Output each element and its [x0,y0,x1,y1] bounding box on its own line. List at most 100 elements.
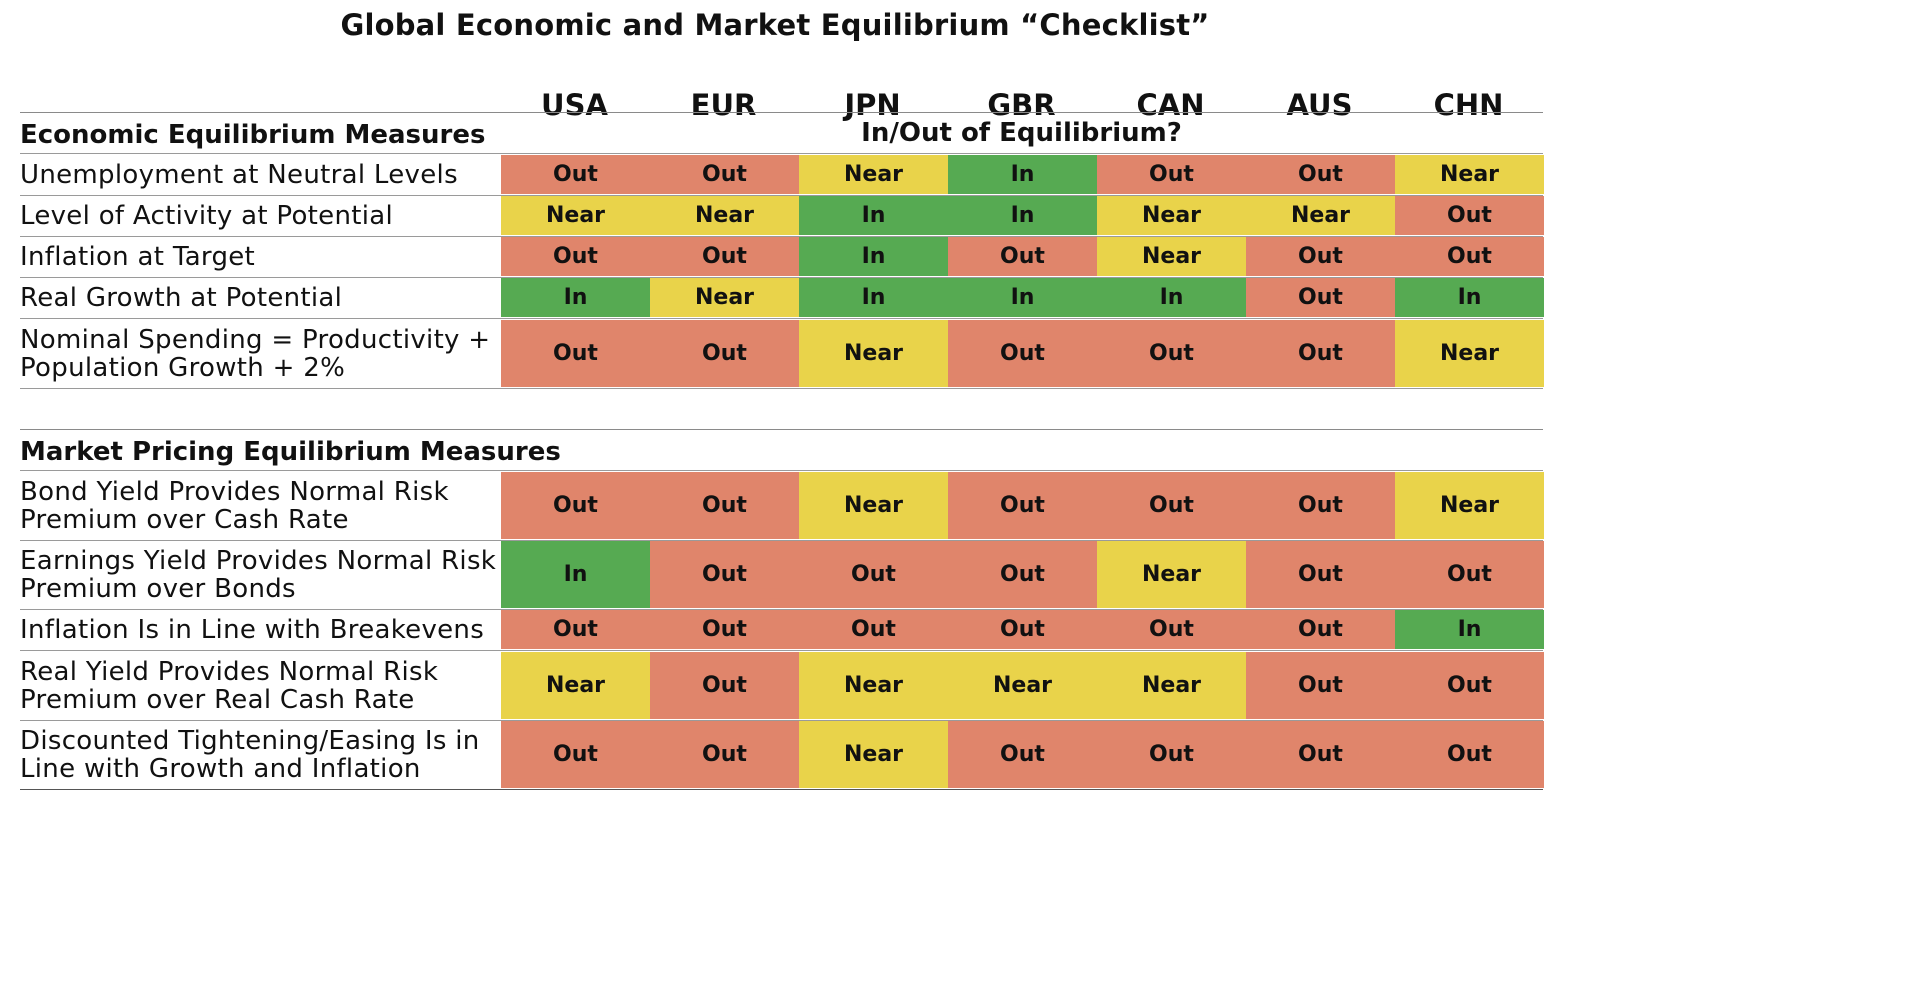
table-row: Inflation Is in Line with Breakevens Out O… [20,610,1544,649]
section-heading-market: Market Pricing Equilibrium Measures [20,437,561,467]
row-divider [20,236,1543,237]
cell-usa: Near [501,652,650,719]
cell-usa: Out [501,320,650,387]
table-row: Bond Yield Provides Normal Risk Premium o… [20,472,1544,539]
cell-usa: Out [501,237,650,276]
cell-gbr: Near [948,652,1097,719]
cell-chn: In [1395,610,1544,649]
row-label-line: Unemployment at Neutral Levels [20,159,458,190]
table-row: Discounted Tightening/Easing Is in Line w… [20,721,1544,788]
table-row: Unemployment at Neutral Levels Out Out Near… [20,155,1544,194]
row-label: Bond Yield Provides Normal Risk Premium o… [20,472,498,539]
row-label: Real Yield Provides Normal Risk Premium o… [20,652,498,719]
table-row: Real Yield Provides Normal Risk Premium o… [20,652,1544,719]
row-label-line: Inflation Is in Line with Breakevens [20,614,485,645]
cell-aus: Out [1246,237,1395,276]
cell-chn: Near [1395,472,1544,539]
row-label-line: Level of Activity at Potential [20,200,394,231]
cell-chn: Near [1395,155,1544,194]
cell-usa: Out [501,472,650,539]
table-row: Real Growth at Potential In Near In In In Out I… [20,278,1544,317]
cell-eur: Out [650,320,799,387]
cell-chn: Out [1395,237,1544,276]
table-row: Inflation at Target Out Out In Out Near Out Out [20,237,1544,276]
cell-eur: Out [650,155,799,194]
cell-gbr: Out [948,320,1097,387]
row-label: Level of Activity at Potential [20,196,498,235]
table-row: Nominal Spending = Productivity + Populat… [20,320,1544,387]
cell-chn: Out [1395,652,1544,719]
column-header-gbr: GBR [987,88,1056,122]
row-label-line: Real Yield Provides Normal Risk [20,656,439,687]
row-label-line: Bond Yield Provides Normal Risk [20,476,449,507]
cell-aus: Out [1246,320,1395,387]
section-divider-rule [20,429,1543,430]
row-label-line: Premium over Real Cash Rate [20,684,415,715]
row-label-line: Real Growth at Potential [20,282,343,313]
cell-usa: In [501,541,650,608]
cell-eur: Near [650,278,799,317]
cell-jpn: Near [799,721,948,788]
column-header-jpn: JPN [844,88,901,122]
row-divider [20,789,1543,790]
row-label: Nominal Spending = Productivity + Populat… [20,320,498,387]
row-label-line: Premium over Bonds [20,573,296,604]
column-header-can: CAN [1136,88,1205,122]
cell-aus: Out [1246,721,1395,788]
cell-jpn: Out [799,541,948,608]
cell-gbr: Out [948,721,1097,788]
column-header-eur: EUR [690,88,757,122]
cell-can: In [1097,278,1246,317]
cell-usa: Out [501,721,650,788]
cell-jpn: Near [799,320,948,387]
row-label-line: Earnings Yield Provides Normal Risk [20,545,497,576]
row-label-line: Population Growth + 2% [20,352,346,383]
cell-eur: Out [650,472,799,539]
cell-gbr: Out [948,610,1097,649]
row-label-line: Premium over Cash Rate [20,504,349,535]
cell-chn: In [1395,278,1544,317]
cell-chn: Near [1395,320,1544,387]
cell-jpn: Near [799,472,948,539]
section-top-divider [20,470,1543,471]
cell-gbr: In [948,278,1097,317]
section-heading-economic: Economic Equilibrium Measures [20,120,486,150]
header-rule [20,112,1543,113]
cell-can: Near [1097,237,1246,276]
row-divider [20,720,1543,721]
equilibrium-subheader: In/Out of Equilibrium? [861,118,1182,148]
cell-jpn: Near [799,155,948,194]
cell-can: Out [1097,610,1246,649]
table-row: Level of Activity at Potential Near Near In… [20,196,1544,235]
cell-gbr: In [948,196,1097,235]
row-label: Discounted Tightening/Easing Is in Line w… [20,721,498,788]
cell-jpn: Near [799,652,948,719]
cell-can: Near [1097,652,1246,719]
cell-aus: Out [1246,610,1395,649]
row-label-line: Line with Growth and Inflation [20,753,421,784]
cell-chn: Out [1395,721,1544,788]
row-label: Inflation at Target [20,237,498,276]
row-label: Unemployment at Neutral Levels [20,155,498,194]
cell-jpn: In [799,196,948,235]
cell-gbr: Out [948,541,1097,608]
column-header-usa: USA [541,88,608,122]
cell-jpn: Out [799,610,948,649]
row-label: Real Growth at Potential [20,278,498,317]
row-label: Inflation Is in Line with Breakevens [20,610,498,649]
cell-gbr: Out [948,472,1097,539]
cell-can: Out [1097,472,1246,539]
cell-gbr: In [948,155,1097,194]
cell-usa: Out [501,610,650,649]
column-header-aus: AUS [1286,88,1353,122]
cell-chn: Out [1395,196,1544,235]
cell-eur: Out [650,237,799,276]
cell-can: Near [1097,196,1246,235]
row-divider [20,388,1543,389]
chart-title: Global Economic and Market Equilibrium “… [340,8,1210,42]
cell-aus: Out [1246,155,1395,194]
cell-eur: Out [650,652,799,719]
cell-can: Out [1097,721,1246,788]
cell-jpn: In [799,237,948,276]
row-divider [20,318,1543,319]
